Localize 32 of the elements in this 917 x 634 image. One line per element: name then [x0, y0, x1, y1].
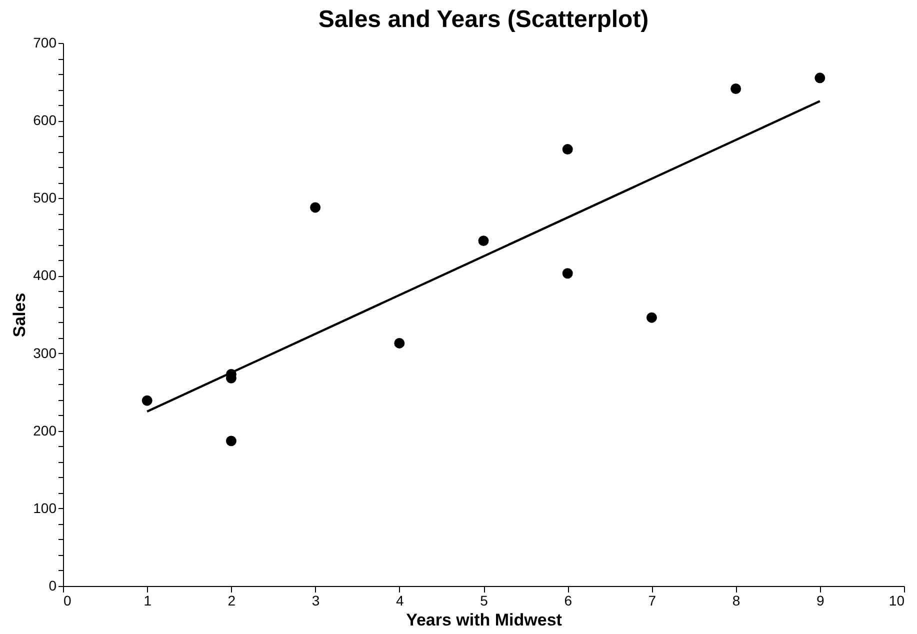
- point: [142, 395, 152, 406]
- y-tick-label: 300: [33, 344, 57, 361]
- point: [478, 236, 489, 246]
- y-tick-label: 400: [33, 267, 57, 284]
- point: [814, 72, 826, 84]
- x-tick-label: 0: [64, 592, 72, 608]
- point: [394, 338, 405, 348]
- x-tick-label: 4: [396, 592, 404, 608]
- x-axis-title: Years with Midwest: [406, 610, 562, 630]
- point: [646, 312, 657, 323]
- x-tick-label: 9: [816, 592, 824, 608]
- y-tick-label: 0: [48, 578, 57, 594]
- point: [310, 202, 321, 213]
- y-tick-label: 200: [33, 422, 57, 438]
- y-tick-label: 600: [33, 112, 57, 128]
- x-tick-label: 2: [228, 592, 236, 608]
- x-tick-label: 10: [888, 592, 905, 608]
- x-tick-label: 5: [480, 592, 488, 608]
- y-tick-label: 500: [33, 190, 57, 206]
- x-tick-label: 3: [312, 592, 320, 608]
- x-tick-label: 8: [732, 592, 740, 608]
- y-tick-label: 100: [33, 500, 57, 516]
- x-tick-label: 7: [648, 592, 656, 608]
- x-tick-label: 6: [564, 592, 572, 608]
- point: [730, 84, 742, 94]
- y-tick-label: 700: [33, 34, 57, 50]
- x-tick-label: 1: [144, 592, 152, 608]
- chart-title: Sales and Years (Scatterplot): [318, 6, 649, 33]
- y-axis-title: Sales: [10, 292, 30, 338]
- point: [226, 436, 236, 446]
- point: [562, 268, 573, 279]
- point: [562, 144, 573, 155]
